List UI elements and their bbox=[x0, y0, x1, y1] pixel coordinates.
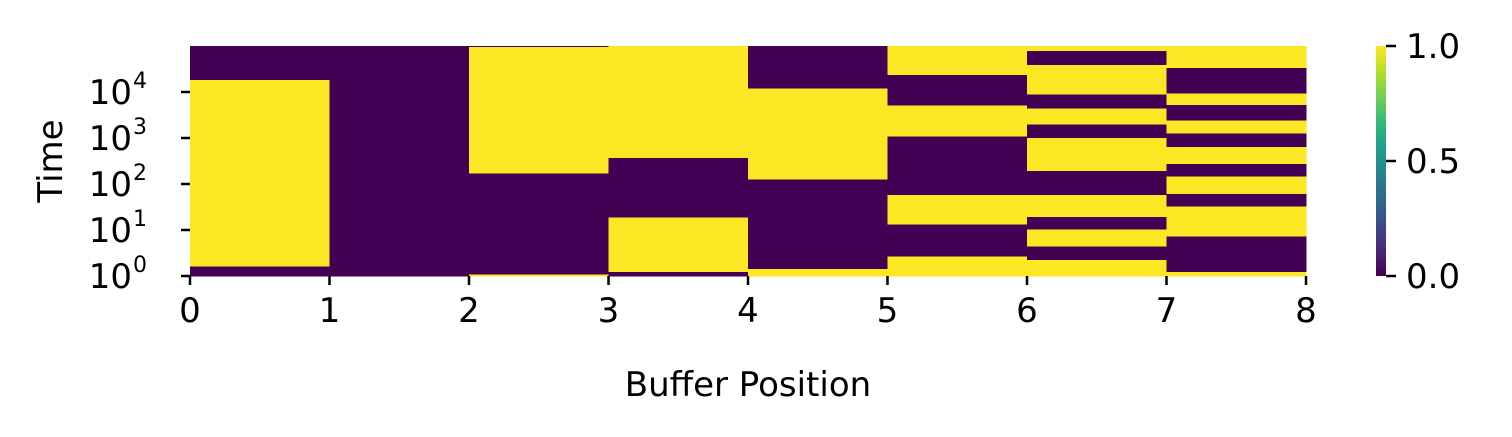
heatmap-cells bbox=[190, 46, 1307, 277]
heatmap-cell bbox=[1027, 245, 1168, 260]
heatmap-cell bbox=[469, 46, 610, 174]
colorbar-tick-label: 0.0 bbox=[1406, 257, 1460, 297]
colorbar: 0.0 0.5 1.0 bbox=[1376, 27, 1460, 297]
heatmap-cell bbox=[887, 135, 1028, 195]
y-tick-label: 10 bbox=[89, 257, 132, 297]
heatmap-cell bbox=[1027, 170, 1168, 195]
heatmap-cell bbox=[1166, 46, 1307, 69]
heatmap-cell bbox=[469, 46, 610, 48]
x-tick-label: 1 bbox=[319, 291, 341, 331]
heatmap-cell bbox=[469, 274, 610, 277]
x-tick-label: 0 bbox=[179, 291, 201, 331]
heatmap-cell bbox=[1027, 46, 1168, 52]
heatmap-cell bbox=[608, 216, 749, 273]
heatmap-cell bbox=[1166, 271, 1307, 277]
heatmap-cell bbox=[608, 271, 749, 277]
heatmap-cell bbox=[748, 178, 889, 270]
heatmap-cell bbox=[190, 265, 331, 277]
heatmap-cell bbox=[1166, 93, 1307, 105]
heatmap-cell bbox=[887, 46, 1028, 76]
heatmap-cell bbox=[608, 46, 749, 158]
x-tick-label: 8 bbox=[1295, 291, 1317, 331]
heatmap-cell bbox=[1166, 104, 1307, 121]
y-tick-label: 10 bbox=[89, 119, 132, 159]
heatmap-cell bbox=[1166, 120, 1307, 134]
colorbar-tick-label: 1.0 bbox=[1406, 27, 1460, 67]
x-tick-label: 2 bbox=[458, 291, 480, 331]
y-tick-exponent: 4 bbox=[133, 69, 147, 94]
y-axis-title: Time bbox=[31, 119, 71, 203]
heatmap-cell bbox=[887, 105, 1028, 137]
x-axis-title: Buffer Position bbox=[625, 365, 871, 405]
heatmap-cell bbox=[190, 79, 331, 267]
heatmap-cell bbox=[1027, 107, 1168, 125]
y-tick-label: 10 bbox=[89, 73, 132, 113]
colorbar-bar bbox=[1376, 46, 1386, 276]
heatmap-cell bbox=[1027, 64, 1168, 95]
heatmap-cell bbox=[887, 224, 1028, 257]
heatmap-cell bbox=[1027, 50, 1168, 65]
y-tick-exponent: 1 bbox=[133, 207, 147, 232]
heatmap-cell bbox=[1027, 137, 1168, 171]
y-tick-label: 10 bbox=[89, 211, 132, 251]
heatmap-cell bbox=[469, 172, 610, 275]
y-tick-exponent: 0 bbox=[133, 253, 147, 278]
heatmap-cell bbox=[887, 255, 1028, 277]
heatmap-cell bbox=[1166, 67, 1307, 94]
heatmap-cell bbox=[1166, 206, 1307, 237]
heatmap-cell bbox=[1166, 163, 1307, 177]
heatmap-cell bbox=[329, 46, 470, 277]
heatmap-cell bbox=[748, 268, 889, 277]
heatmap-cell bbox=[1166, 193, 1307, 207]
heatmap-cell bbox=[1027, 94, 1168, 109]
heatmap-cell bbox=[1166, 235, 1307, 273]
heatmap-cell bbox=[1027, 194, 1168, 217]
heatmap-cell bbox=[887, 74, 1028, 106]
x-tick-label: 4 bbox=[737, 291, 759, 331]
heatmap-cell bbox=[887, 194, 1028, 225]
x-tick-label: 3 bbox=[598, 291, 620, 331]
heatmap-cell bbox=[1166, 132, 1307, 148]
heatmap-cell bbox=[1027, 123, 1168, 139]
heatmap-cell bbox=[1027, 229, 1168, 247]
x-tick-label: 7 bbox=[1156, 291, 1178, 331]
x-tick-label: 5 bbox=[877, 291, 899, 331]
x-tick-label: 6 bbox=[1016, 291, 1038, 331]
heatmap-cell bbox=[1027, 216, 1168, 230]
heatmap-cell bbox=[748, 46, 889, 89]
heatmap-cell bbox=[608, 157, 749, 218]
heatmap-cell bbox=[190, 46, 331, 80]
y-tick-label: 10 bbox=[89, 165, 132, 205]
heatmap-cell bbox=[1166, 146, 1307, 165]
heatmap-cell bbox=[1027, 259, 1168, 277]
y-tick-exponent: 2 bbox=[133, 161, 147, 186]
heatmap-cell bbox=[748, 87, 889, 180]
x-axis: 0 1 2 3 4 5 6 7 8 bbox=[179, 276, 1317, 331]
colorbar-tick-label: 0.5 bbox=[1406, 142, 1460, 182]
heatmap-cell bbox=[1166, 175, 1307, 195]
y-tick-exponent: 3 bbox=[133, 115, 147, 140]
